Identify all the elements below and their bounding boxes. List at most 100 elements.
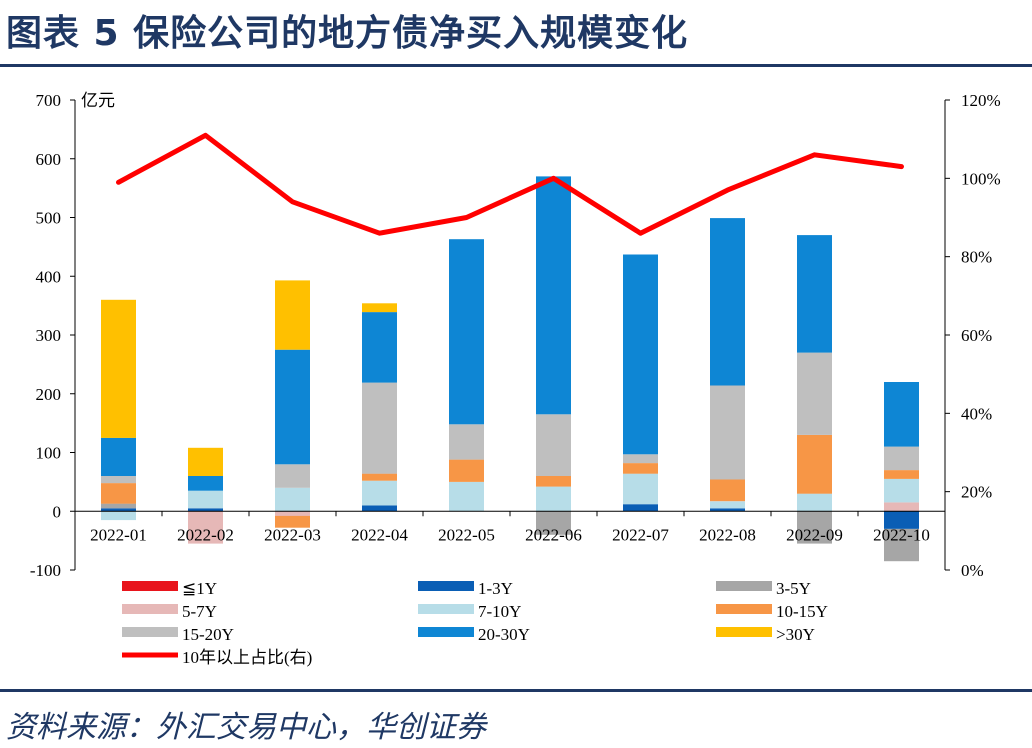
- y-left-tick-label: 200: [36, 385, 62, 404]
- bar-segment: [623, 254, 658, 455]
- legend-item: 5-7Y: [122, 602, 217, 621]
- legend-item: 1-3Y: [418, 579, 513, 598]
- y-left-tick-label: 600: [36, 150, 62, 169]
- legend-swatch: [716, 627, 772, 637]
- bar-segment: [362, 473, 397, 481]
- stacked-bar-line-chart: -100 0 100 200 300 400 500 600 700 亿元 2022-01 2022-…: [30, 91, 1001, 667]
- bar-segment: [188, 476, 223, 491]
- bar-segment: [275, 487, 310, 512]
- legend-label: 20-30Y: [478, 625, 530, 644]
- bar-segment: [536, 486, 571, 512]
- bar-segment: [710, 218, 745, 386]
- ratio-line: [116, 132, 904, 236]
- bar-segment: [710, 508, 745, 512]
- bar-segment: [884, 528, 919, 562]
- bar-segment: [623, 504, 658, 512]
- bar-segment: [188, 490, 223, 509]
- bar-segment: [536, 511, 571, 535]
- y-right-tick-label: 80%: [961, 248, 992, 267]
- y-right-tick-label: 20%: [961, 483, 992, 502]
- y-right-tick-label: 40%: [961, 404, 992, 423]
- bar-segment: [362, 480, 397, 506]
- legend-label: ≦1Y: [182, 579, 217, 598]
- legend-label: 10年以上占比(右): [182, 648, 312, 667]
- y-right-tick-label: 100%: [961, 169, 1001, 188]
- bar-segment: [101, 503, 136, 509]
- bar-segment: [710, 479, 745, 502]
- legend-item: ≦1Y: [122, 579, 217, 598]
- bar-segment: [536, 476, 571, 487]
- bar-segment: [188, 447, 223, 476]
- bar-segment: [797, 493, 832, 512]
- bar-segment: [362, 312, 397, 383]
- bar-segment: [101, 483, 136, 504]
- x-tick-label: 2022-03: [264, 525, 321, 544]
- bar-segment: [884, 502, 919, 512]
- y-left-tick-label: -100: [30, 561, 61, 580]
- legend-item: 15-20Y: [122, 625, 234, 644]
- x-tick-label: 2022-04: [351, 525, 408, 544]
- legend-item: 3-5Y: [716, 579, 811, 598]
- legend-item: 10年以上占比(右): [122, 648, 312, 667]
- bar-segment: [275, 511, 310, 516]
- bar-segment: [101, 476, 136, 484]
- legend-label: 10-15Y: [776, 602, 828, 621]
- legend-label: 5-7Y: [182, 602, 217, 621]
- legend-item: 20-30Y: [418, 625, 530, 644]
- legend-label: >30Y: [776, 625, 815, 644]
- legend-item: 10-15Y: [716, 602, 828, 621]
- legend-swatch: [716, 581, 772, 591]
- legend-swatch: [418, 581, 474, 591]
- bar-segment: [884, 470, 919, 479]
- bar-segment: [101, 511, 136, 521]
- legend-swatch: [716, 604, 772, 614]
- bar-segment: [623, 463, 658, 474]
- bar-segment: [536, 176, 571, 415]
- y-left-tick-label: 300: [36, 326, 62, 345]
- x-tick-label: 2022-10: [873, 525, 930, 544]
- y-right-tick-label: 120%: [961, 91, 1001, 110]
- bar-segment: [623, 454, 658, 464]
- legend-label: 1-3Y: [478, 579, 513, 598]
- legend-item: 7-10Y: [418, 602, 521, 621]
- bar-segment: [884, 511, 919, 529]
- top-divider: [0, 64, 1032, 67]
- bar-segment: [101, 437, 136, 476]
- x-tick-label: 2022-01: [90, 525, 147, 544]
- x-tick-label: 2022-02: [177, 525, 234, 544]
- legend-label: 15-20Y: [182, 625, 234, 644]
- bar-segment: [362, 505, 397, 512]
- y-right-tick-label: 60%: [961, 326, 992, 345]
- legend-label: 3-5Y: [776, 579, 811, 598]
- y-right-tick-label: 0%: [961, 561, 984, 580]
- y-left-tick-label: 0: [53, 502, 62, 521]
- x-tick-label: 2022-09: [786, 525, 843, 544]
- bottom-divider: [0, 689, 1032, 692]
- legend-swatch: [122, 604, 178, 614]
- y-left-tick-label: 400: [36, 267, 62, 286]
- bar-segment: [275, 349, 310, 465]
- bar-segment: [449, 481, 484, 512]
- bar-segment: [797, 434, 832, 494]
- figure-title: 图表 5 保险公司的地方债净买入规模变化: [6, 13, 689, 54]
- bar-segment: [449, 239, 484, 425]
- bar-segment: [449, 424, 484, 460]
- bar-segment: [884, 446, 919, 471]
- x-tick-label: 2022-08: [699, 525, 756, 544]
- bar-segment: [275, 280, 310, 350]
- bar-segment: [797, 511, 832, 544]
- legend-item: >30Y: [716, 625, 815, 644]
- legend-swatch: [122, 581, 178, 591]
- bar-segment: [449, 459, 484, 482]
- bar-segment: [797, 235, 832, 353]
- bar-segment: [710, 385, 745, 480]
- legend-swatch: [122, 627, 178, 637]
- bar-segment: [797, 352, 832, 435]
- bar-segment: [275, 464, 310, 488]
- bar-segment: [101, 299, 136, 438]
- legend-swatch: [418, 627, 474, 637]
- legend-swatch: [418, 604, 474, 614]
- y-left-tick-label: 500: [36, 209, 62, 228]
- bar-segment: [710, 501, 745, 509]
- bar-segment: [101, 508, 136, 512]
